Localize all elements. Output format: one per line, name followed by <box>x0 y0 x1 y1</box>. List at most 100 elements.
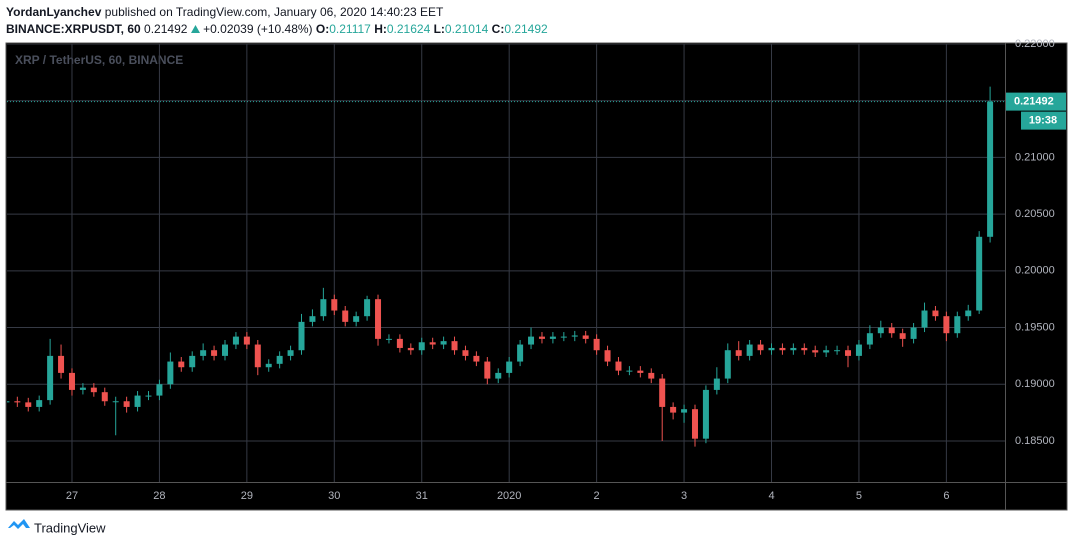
candle-body <box>768 347 775 351</box>
candle-body <box>90 387 97 393</box>
ohlc-value: 0.21014 <box>444 22 489 36</box>
candle-body <box>637 370 644 373</box>
last-price-label: 0.21492 <box>1014 96 1054 108</box>
candle-body <box>582 335 589 339</box>
ohlc-key: C: <box>491 22 505 36</box>
candle-body <box>921 310 928 328</box>
candle-body <box>713 378 720 390</box>
candle-body <box>571 335 578 337</box>
candle-body <box>845 350 852 356</box>
candle-body <box>462 350 469 356</box>
x-tick-label: 6 <box>943 490 949 502</box>
candle-body <box>615 361 622 371</box>
candle-body <box>549 336 556 339</box>
candle-body <box>987 101 994 237</box>
change: +0.02039 (+10.48%) <box>203 22 313 36</box>
candle-body <box>943 316 950 334</box>
candle-body <box>834 350 841 352</box>
candle-body <box>866 333 873 345</box>
candle-body <box>801 347 808 351</box>
candle-body <box>407 347 414 351</box>
candle-body <box>790 347 797 351</box>
x-tick-label: 27 <box>66 490 78 502</box>
candle-body <box>156 384 163 396</box>
up-arrow <box>190 25 200 33</box>
candle-body <box>910 327 917 339</box>
candle-body <box>670 406 677 413</box>
candle-body <box>473 355 480 362</box>
candle-body <box>888 327 895 334</box>
candle-body <box>320 299 327 317</box>
ohlc: O:0.21117 H:0.21624 L:0.21014 C:0.21492 <box>316 22 548 36</box>
candle-body <box>746 344 753 356</box>
candle-body <box>560 336 567 338</box>
candle-body <box>36 400 43 407</box>
y-tick-label: 0.20500 <box>1015 208 1055 220</box>
symbol: BINANCE:XRPUSDT, 60 <box>6 22 141 36</box>
candle-body <box>47 355 54 401</box>
x-tick-label: 2020 <box>497 490 521 502</box>
y-tick-label: 0.20000 <box>1015 265 1055 277</box>
candle-body <box>134 395 141 407</box>
candle-body <box>353 316 360 322</box>
candle-body <box>757 344 764 351</box>
candle-body <box>287 350 294 356</box>
candle-body <box>68 372 75 390</box>
y-tick-label: 0.19000 <box>1015 378 1055 390</box>
candle-body <box>58 355 65 373</box>
candle-body <box>965 310 972 317</box>
y-tick-label: 0.18500 <box>1015 435 1055 447</box>
candle-body <box>276 355 283 364</box>
candle-body <box>429 342 436 345</box>
candle-body <box>932 310 939 317</box>
ohlc-value: 0.21492 <box>504 22 548 36</box>
candle-body <box>189 355 196 368</box>
ohlc-value: 0.21624 <box>386 22 431 36</box>
chart-background <box>5 42 1068 511</box>
brand: TradingView <box>34 520 106 535</box>
published: published on TradingView.com, January 06… <box>104 5 444 19</box>
candle-body <box>396 338 403 348</box>
candle-body <box>724 350 731 379</box>
candle-body <box>331 299 338 311</box>
candle-body <box>265 363 272 368</box>
ohlc-key: H: <box>374 22 387 36</box>
candle-body <box>243 336 250 345</box>
x-tick-label: 31 <box>416 490 428 502</box>
candle-body <box>976 236 983 311</box>
candle-body <box>702 389 709 439</box>
candle-body <box>145 395 152 397</box>
candle-body <box>648 372 655 379</box>
logo <box>8 519 30 529</box>
last: 0.21492 <box>144 22 188 36</box>
candle-body <box>681 409 688 413</box>
candle-body <box>309 316 316 322</box>
candle-body <box>735 350 742 356</box>
candle-body <box>538 336 545 339</box>
x-tick-label: 2 <box>594 490 600 502</box>
y-tick-label: 0.19500 <box>1015 321 1055 333</box>
candle-body <box>528 336 535 345</box>
watermark: XRP / TetherUS, 60, BINANCE <box>15 53 183 67</box>
candle-body <box>375 299 382 339</box>
y-tick-label: 0.21000 <box>1015 151 1055 163</box>
candle-body <box>254 344 261 368</box>
header-line: YordanLyanchev published on TradingView.… <box>6 5 443 19</box>
candle-body <box>7 401 10 403</box>
candle-body <box>232 336 239 345</box>
candle-body <box>626 370 633 372</box>
candle-body <box>167 361 174 385</box>
candle-body <box>418 342 425 351</box>
candle-body <box>222 344 228 356</box>
candle-body <box>855 344 862 356</box>
candle-body <box>25 402 32 407</box>
candle-body <box>954 316 961 334</box>
author: YordanLyanchev <box>6 5 102 19</box>
candle-body <box>123 401 130 407</box>
countdown-label: 19:38 <box>1029 115 1057 127</box>
candle-body <box>812 350 819 353</box>
candle-body <box>495 372 502 379</box>
countdown-box <box>1021 111 1066 130</box>
candle-body <box>691 409 698 439</box>
